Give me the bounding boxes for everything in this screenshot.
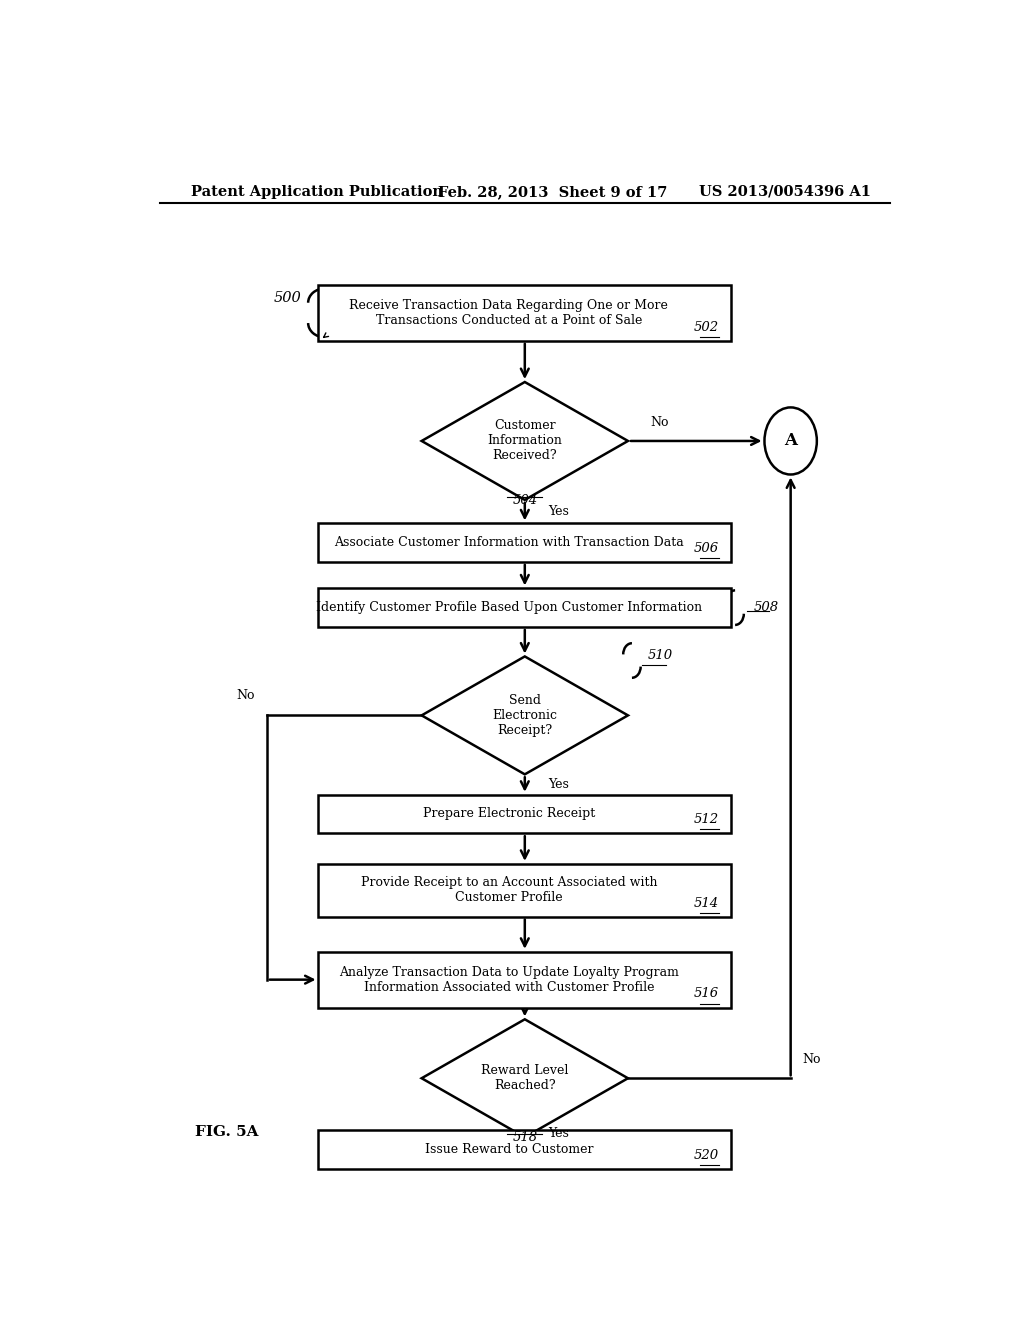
- Text: Yes: Yes: [549, 777, 569, 791]
- Text: 514: 514: [694, 896, 719, 909]
- Text: No: No: [803, 1053, 821, 1067]
- Text: 510: 510: [648, 648, 673, 661]
- FancyBboxPatch shape: [318, 952, 731, 1007]
- Text: Identify Customer Profile Based Upon Customer Information: Identify Customer Profile Based Upon Cus…: [315, 601, 702, 614]
- Text: 518: 518: [512, 1131, 538, 1144]
- Text: Yes: Yes: [549, 506, 569, 517]
- Polygon shape: [422, 1019, 628, 1138]
- Text: Analyze Transaction Data to Update Loyalty Program
Information Associated with C: Analyze Transaction Data to Update Loyal…: [339, 966, 679, 994]
- FancyBboxPatch shape: [318, 523, 731, 562]
- Text: US 2013/0054396 A1: US 2013/0054396 A1: [699, 185, 871, 199]
- Text: No: No: [650, 416, 669, 429]
- Text: Reward Level
Reached?: Reward Level Reached?: [481, 1064, 568, 1092]
- Circle shape: [765, 408, 817, 474]
- Text: 516: 516: [694, 987, 719, 1001]
- Text: Associate Customer Information with Transaction Data: Associate Customer Information with Tran…: [334, 536, 684, 549]
- Text: Prepare Electronic Receipt: Prepare Electronic Receipt: [423, 808, 595, 821]
- FancyBboxPatch shape: [318, 795, 731, 833]
- FancyBboxPatch shape: [318, 285, 731, 341]
- Text: No: No: [237, 689, 255, 701]
- Text: Send
Electronic
Receipt?: Send Electronic Receipt?: [493, 694, 557, 737]
- Text: Customer
Information
Received?: Customer Information Received?: [487, 420, 562, 462]
- Text: Yes: Yes: [549, 1127, 569, 1140]
- Text: 512: 512: [694, 813, 719, 826]
- Text: Feb. 28, 2013  Sheet 9 of 17: Feb. 28, 2013 Sheet 9 of 17: [437, 185, 667, 199]
- Text: 502: 502: [694, 321, 719, 334]
- Text: Provide Receipt to an Account Associated with
Customer Profile: Provide Receipt to an Account Associated…: [360, 876, 657, 904]
- Text: 520: 520: [694, 1148, 719, 1162]
- Text: A: A: [784, 433, 797, 449]
- Text: FIG. 5A: FIG. 5A: [196, 1125, 259, 1139]
- Text: Issue Reward to Customer: Issue Reward to Customer: [425, 1143, 593, 1156]
- Text: 508: 508: [754, 601, 778, 614]
- Text: Patent Application Publication: Patent Application Publication: [191, 185, 443, 199]
- FancyBboxPatch shape: [318, 1130, 731, 1168]
- Text: 506: 506: [694, 541, 719, 554]
- Text: Receive Transaction Data Regarding One or More
Transactions Conducted at a Point: Receive Transaction Data Regarding One o…: [349, 298, 669, 327]
- FancyBboxPatch shape: [318, 863, 731, 916]
- FancyBboxPatch shape: [318, 589, 731, 627]
- Text: 500: 500: [273, 290, 301, 305]
- Polygon shape: [422, 656, 628, 775]
- Text: 504: 504: [512, 494, 538, 507]
- Polygon shape: [422, 381, 628, 500]
